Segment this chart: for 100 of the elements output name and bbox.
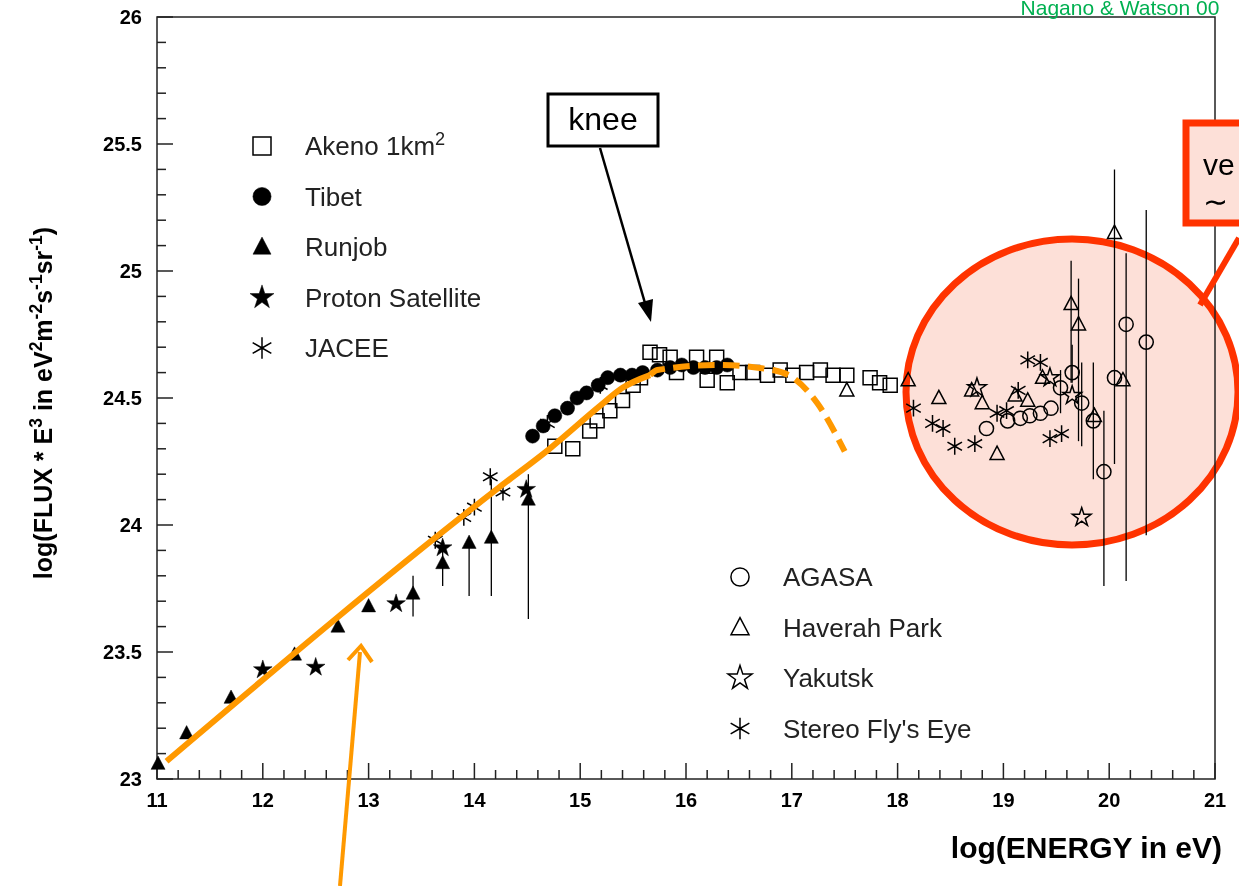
point (253, 659, 273, 678)
point (602, 402, 618, 419)
point (998, 401, 1015, 420)
point (798, 364, 815, 381)
x-tick-label: 11 (146, 789, 168, 811)
y-tick-label: 24.5 (103, 387, 142, 409)
point (1010, 381, 1027, 400)
point (1138, 334, 1155, 350)
x-tick-label: 13 (357, 789, 380, 811)
point (386, 593, 406, 612)
legend-label: Tibet (305, 181, 363, 212)
point (862, 369, 878, 386)
y-tick-label: 23.5 (103, 641, 142, 663)
y-tick-label: 25.5 (103, 133, 142, 155)
point (150, 755, 166, 770)
point (484, 529, 499, 544)
x-tick-label: 17 (780, 789, 803, 811)
x-tick-label: 20 (1098, 789, 1121, 811)
point (882, 377, 898, 394)
legend-label: AGASA (783, 562, 874, 592)
point (999, 413, 1016, 429)
point (433, 537, 453, 557)
x-tick-label: 19 (992, 789, 1015, 811)
annotation: knee (568, 101, 638, 137)
point (905, 399, 922, 418)
point (405, 585, 421, 600)
point (871, 375, 888, 391)
point (435, 555, 450, 569)
point (772, 362, 788, 378)
point (1062, 384, 1083, 405)
point (966, 434, 983, 453)
point (614, 392, 631, 409)
point (1043, 400, 1059, 416)
point (946, 437, 963, 456)
point (1070, 315, 1087, 331)
point (1106, 224, 1123, 240)
point (565, 441, 581, 457)
point (989, 445, 1005, 461)
point (719, 375, 736, 391)
point (1086, 407, 1103, 423)
point (989, 404, 1006, 423)
point (1032, 353, 1049, 372)
annotation: ve (1203, 148, 1235, 181)
point (589, 413, 605, 429)
point (839, 367, 855, 383)
point (1063, 295, 1079, 311)
point (1019, 350, 1036, 370)
annotation: ∼ (1203, 185, 1228, 218)
point (1022, 407, 1038, 424)
point (1073, 395, 1090, 411)
point (361, 598, 376, 613)
legend-label: Stereo Fly's Eye (783, 713, 972, 744)
point (547, 438, 563, 455)
point (579, 385, 594, 401)
point (1012, 410, 1029, 427)
point (1052, 380, 1069, 396)
point (812, 362, 829, 378)
x-tick-label: 21 (1203, 789, 1227, 811)
point (1032, 405, 1049, 422)
legend-label: Akeno 1km$^{2}$ (305, 129, 446, 161)
point (966, 377, 988, 397)
point (974, 394, 990, 410)
point (1118, 316, 1134, 333)
point (900, 371, 916, 387)
point (306, 657, 326, 676)
point (525, 428, 540, 444)
point (1071, 506, 1092, 527)
point (1064, 364, 1080, 381)
legend-label: JACEE (305, 333, 389, 363)
point (1085, 413, 1102, 429)
x-tick-label: 18 (886, 789, 909, 811)
point (931, 389, 947, 405)
x-axis-title: log(ENERGY in eV) (950, 831, 1222, 864)
x-tick-label: 12 (251, 789, 274, 811)
point (839, 381, 855, 397)
legend-label: Runjob (305, 232, 388, 262)
point (1115, 371, 1131, 387)
point (1007, 387, 1023, 402)
point (699, 372, 715, 388)
y-tick-label: 26 (119, 6, 142, 28)
point (516, 479, 536, 498)
legend-label: Yakutsk (783, 663, 875, 693)
y-tick-label: 25 (119, 260, 142, 282)
point (642, 344, 658, 361)
point (330, 618, 346, 633)
y-tick-label: 24 (119, 514, 143, 536)
point (978, 420, 995, 437)
point (759, 367, 776, 383)
point (1041, 429, 1058, 448)
x-tick-label: 16 (674, 789, 698, 811)
point (1096, 463, 1112, 480)
point (825, 367, 841, 383)
point (1039, 367, 1061, 387)
point (1053, 424, 1070, 443)
legend-label: Haverah Park (783, 612, 943, 643)
point (1019, 392, 1036, 407)
legend-label: Proton Satellite (305, 282, 482, 313)
x-tick-label: 15 (569, 789, 592, 811)
point (651, 347, 668, 363)
annotation: Nagano & Watson 00 (1020, 0, 1220, 19)
